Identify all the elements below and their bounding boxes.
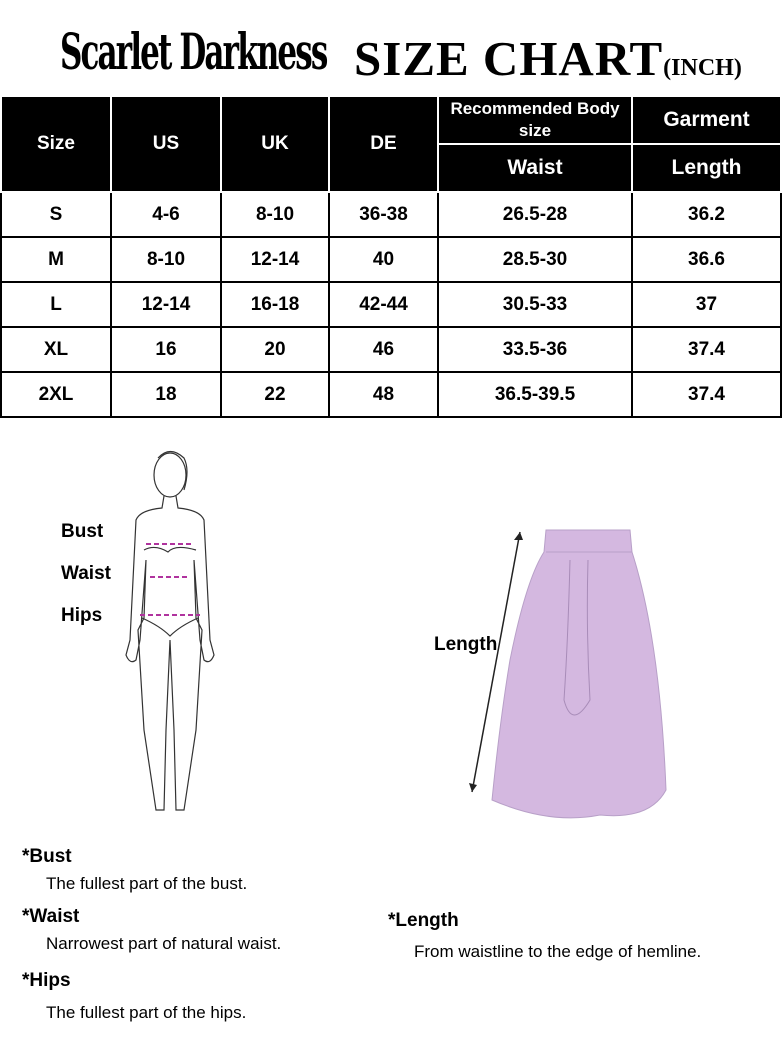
table-cell: 12-14 <box>220 236 330 283</box>
table-cell: 16-18 <box>220 281 330 328</box>
table-row: S 4-6 8-10 36-38 26.5-28 36.2 <box>0 191 782 238</box>
note-waist-title: *Waist <box>22 906 80 927</box>
table-cell: M <box>0 236 112 283</box>
note-bust-title: *Bust <box>22 846 72 867</box>
label-waist: Waist <box>61 563 111 584</box>
table-row: M 8-10 12-14 40 28.5-30 36.6 <box>0 236 782 283</box>
col-waist: Waist <box>437 143 633 193</box>
table-cell: 37.4 <box>631 371 782 418</box>
table-cell: XL <box>0 326 112 373</box>
note-waist-text: Narrowest part of natural waist. <box>46 934 282 953</box>
table-cell: 8-10 <box>110 236 222 283</box>
table-cell: 48 <box>328 371 439 418</box>
table-cell: 42-44 <box>328 281 439 328</box>
table-cell: 18 <box>110 371 222 418</box>
table-row: XL 16 20 46 33.5-36 37.4 <box>0 326 782 373</box>
unit-label: (INCH) <box>663 55 742 81</box>
table-cell: 4-6 <box>110 191 222 238</box>
table-cell: L <box>0 281 112 328</box>
col-uk: UK <box>220 95 330 193</box>
group-recommended: Recommended Body size <box>437 95 633 145</box>
label-hips: Hips <box>61 605 103 626</box>
note-bust-text: The fullest part of the bust. <box>46 874 248 893</box>
table-cell: 36-38 <box>328 191 439 238</box>
table-cell: 36.6 <box>631 236 782 283</box>
body-figure <box>125 450 215 811</box>
table-row: L 12-14 16-18 42-44 30.5-33 37 <box>0 281 782 328</box>
table-cell: 2XL <box>0 371 112 418</box>
skirt-image <box>469 529 667 819</box>
group-garment: Garment <box>631 95 782 145</box>
col-us: US <box>110 95 222 193</box>
table-cell: 16 <box>110 326 222 373</box>
table-cell: 26.5-28 <box>437 191 633 238</box>
title-text: SIZE CHART <box>354 31 664 86</box>
note-length-text: From waistline to the edge of hemline. <box>414 942 702 961</box>
table-row: 2XL 18 22 48 36.5-39.5 37.4 <box>0 371 782 418</box>
table-cell: 37 <box>631 281 782 328</box>
table-cell: 22 <box>220 371 330 418</box>
table-cell: 12-14 <box>110 281 222 328</box>
table-cell: 20 <box>220 326 330 373</box>
measure-lines <box>140 543 200 616</box>
label-length: Length <box>434 634 498 655</box>
size-table: Size US UK DE Recommended Body size Garm… <box>0 95 782 418</box>
table-cell: 40 <box>328 236 439 283</box>
table-cell: 33.5-36 <box>437 326 633 373</box>
table-cell: 36.2 <box>631 191 782 238</box>
note-hips-text: The fullest part of the hips. <box>46 1003 247 1022</box>
table-cell: S <box>0 191 112 238</box>
col-length: Length <box>631 143 782 193</box>
table-cell: 36.5-39.5 <box>437 371 633 418</box>
table-cell: 37.4 <box>631 326 782 373</box>
page-title: SIZE CHART(INCH) <box>354 30 742 87</box>
table-cell: 28.5-30 <box>437 236 633 283</box>
table-cell: 30.5-33 <box>437 281 633 328</box>
label-bust: Bust <box>61 521 104 542</box>
table-cell: 46 <box>328 326 439 373</box>
note-hips-title: *Hips <box>22 970 71 991</box>
col-size: Size <box>0 95 112 193</box>
col-de: DE <box>328 95 439 193</box>
brand-logo: Scarlet Darkness <box>60 22 328 81</box>
table-cell: 8-10 <box>220 191 330 238</box>
note-length-title: *Length <box>388 910 459 931</box>
